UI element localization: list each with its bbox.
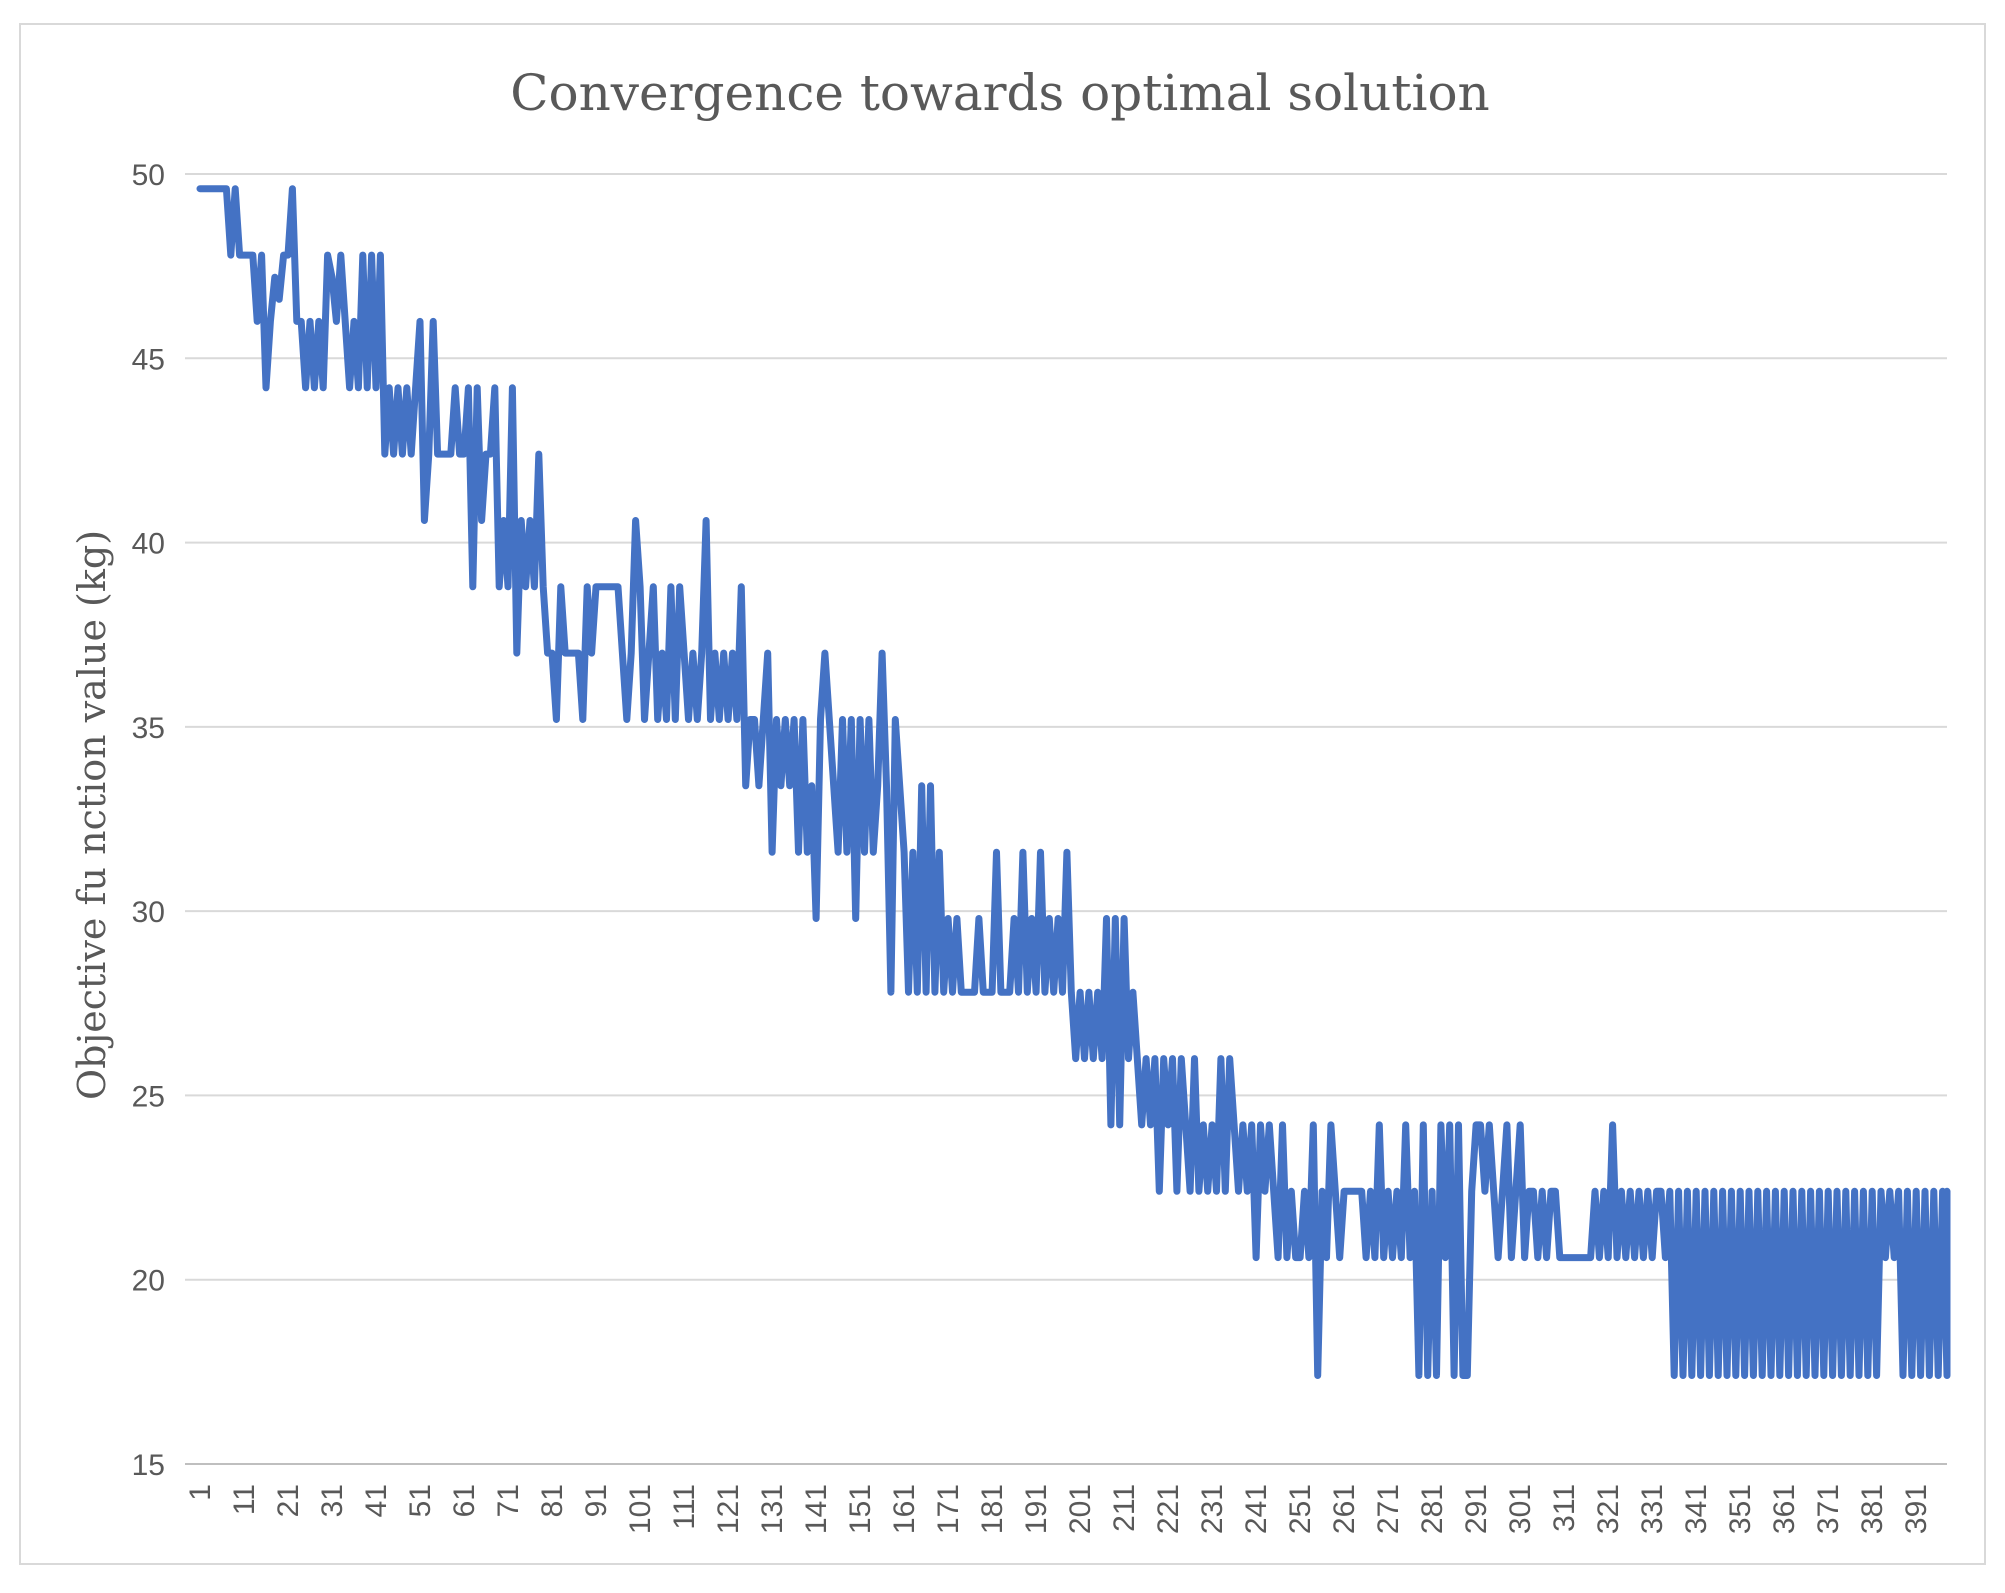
y-tick-label: 15 xyxy=(132,1449,165,1482)
y-tick-label: 35 xyxy=(132,712,165,745)
x-tick-label: 31 xyxy=(316,1484,349,1517)
x-tick-label: 291 xyxy=(1460,1484,1493,1534)
x-tick-label: 111 xyxy=(668,1484,701,1530)
x-tick-label: 261 xyxy=(1328,1484,1361,1534)
series-line xyxy=(196,185,1951,1379)
x-tick-label: 101 xyxy=(624,1484,657,1534)
x-tick-label: 81 xyxy=(536,1484,569,1517)
x-tick-label: 241 xyxy=(1240,1484,1273,1534)
x-tick-label: 351 xyxy=(1724,1484,1757,1534)
x-tick-label: 341 xyxy=(1680,1484,1713,1534)
x-tick-label: 151 xyxy=(844,1484,877,1534)
x-tick-label: 391 xyxy=(1900,1484,1933,1534)
x-tick-label: 51 xyxy=(404,1484,437,1517)
x-tick-label: 71 xyxy=(492,1484,525,1517)
x-tick-label: 41 xyxy=(360,1484,393,1517)
x-tick-label: 1 xyxy=(184,1484,217,1501)
y-tick-label: 25 xyxy=(132,1080,165,1113)
x-tick-label: 271 xyxy=(1372,1484,1405,1534)
chart-border xyxy=(19,23,1986,1565)
x-tick-label: 181 xyxy=(976,1484,1009,1534)
x-tick-label: 301 xyxy=(1504,1484,1537,1534)
x-tick-label: 131 xyxy=(756,1484,789,1534)
y-tick-label: 30 xyxy=(132,896,165,929)
x-tick-label: 331 xyxy=(1636,1484,1669,1534)
chart-title: Convergence towards optimal solution xyxy=(510,64,1490,122)
y-axis-label: Objective fu nction value (kg) xyxy=(70,530,114,1100)
y-tick-labels: 15 20 25 30 35 40 45 50 xyxy=(132,159,165,1482)
x-tick-label: 211 xyxy=(1108,1484,1141,1532)
x-tick-label: 231 xyxy=(1196,1484,1229,1534)
x-tick-label: 171 xyxy=(932,1484,965,1534)
x-tick-label: 321 xyxy=(1592,1484,1625,1534)
y-tick-label: 50 xyxy=(132,159,165,192)
x-tick-label: 91 xyxy=(580,1484,613,1517)
x-tick-label: 141 xyxy=(800,1484,833,1534)
x-tick-label: 311 xyxy=(1548,1484,1581,1532)
x-tick-label: 251 xyxy=(1284,1484,1317,1534)
x-tick-label: 11 xyxy=(228,1484,261,1515)
x-tick-label: 201 xyxy=(1064,1484,1097,1534)
x-tick-label: 121 xyxy=(712,1484,745,1534)
x-tick-label: 371 xyxy=(1812,1484,1845,1534)
gridlines xyxy=(185,173,1947,1465)
x-tick-label: 21 xyxy=(272,1484,305,1517)
x-tick-label: 221 xyxy=(1152,1484,1185,1534)
x-tick-label: 61 xyxy=(448,1484,481,1517)
x-tick-label: 281 xyxy=(1416,1484,1449,1534)
x-tick-label: 191 xyxy=(1020,1484,1053,1534)
y-tick-label: 20 xyxy=(132,1265,165,1298)
x-tick-label: 361 xyxy=(1768,1484,1801,1534)
series-group xyxy=(196,185,1951,1379)
x-tick-label: 381 xyxy=(1856,1484,1889,1534)
y-tick-label: 40 xyxy=(132,528,165,561)
x-tick-labels: 1 11 21 31 41 51 61 71 81 91 101 111 121 131 141 151 161… xyxy=(184,1484,1933,1534)
x-tick-label: 161 xyxy=(888,1484,921,1534)
y-tick-label: 45 xyxy=(132,343,165,376)
